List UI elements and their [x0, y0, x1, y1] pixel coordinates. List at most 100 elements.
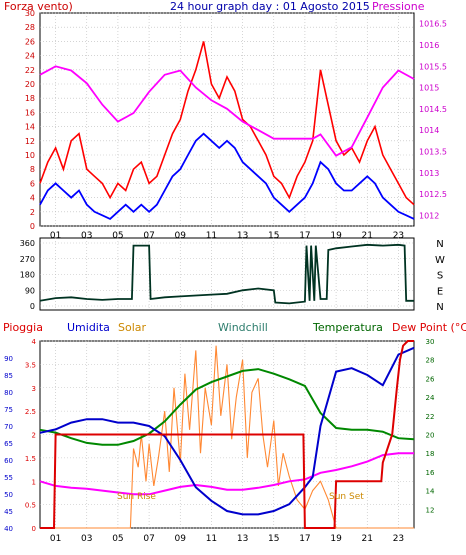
- rain-humidity-temp-panel: Pioggia Umidita Solar Windchill Temperat…: [3, 321, 466, 544]
- series-direzione: [39, 243, 414, 305]
- humidity-axis-ticks: 40 45 50 55 60 65 70 75 80 85 90: [4, 355, 13, 533]
- compass-n-label: N: [436, 239, 443, 250]
- pressure-axis-title: Pressione: [372, 0, 425, 13]
- rain-tick: 3.5: [25, 361, 36, 369]
- legend-dew-point: Dew Point (°C): [392, 321, 466, 334]
- series-umidita: [39, 346, 415, 516]
- legend-windchill: Windchill: [218, 321, 268, 334]
- humidity-tick: 60: [4, 457, 13, 465]
- pressure-tick: 1014.5: [419, 105, 447, 114]
- humidity-tick: 80: [4, 389, 13, 397]
- legend-temperatura: Temperatura: [312, 321, 383, 334]
- wind-speed-tick: 28: [25, 23, 35, 32]
- rain-tick: 2: [32, 432, 36, 440]
- direction-tick: 180: [20, 271, 35, 280]
- direction-plot-frame: [39, 237, 415, 311]
- rain-time-tick: 09: [175, 534, 187, 544]
- rain-time-tick: 11: [206, 534, 217, 544]
- humidity-tick: 50: [4, 491, 13, 499]
- direction-tick: 0: [30, 302, 35, 311]
- humidity-tick: 65: [4, 440, 13, 448]
- wind-time-tick: 21: [362, 231, 373, 241]
- wind-speed-tick: 10: [25, 151, 35, 160]
- pressure-tick: 1015.5: [419, 62, 447, 71]
- legend-solar: Solar: [118, 321, 147, 334]
- pressure-tick: 1016.5: [419, 20, 447, 29]
- wind-time-tick: 23: [393, 231, 404, 241]
- pressure-tick: 1013.5: [419, 147, 447, 156]
- wind-time-tick: 01: [50, 231, 61, 241]
- direction-grid: [40, 238, 414, 310]
- wind-time-tick: 19: [330, 231, 342, 241]
- humidity-tick: 70: [4, 423, 13, 431]
- wind-time-tick: 11: [206, 231, 217, 241]
- series-windchill: [39, 452, 414, 496]
- humidity-tick: 40: [4, 525, 13, 533]
- wind-speed-tick: 4: [30, 194, 35, 203]
- sun-set-label: Sun Set: [329, 492, 364, 502]
- temperature-tick: 20: [426, 432, 435, 440]
- temperature-tick: 14: [426, 488, 435, 496]
- temperature-tick: 30: [426, 338, 435, 346]
- wind-time-tick: 15: [268, 231, 279, 241]
- series-temperatura: [39, 368, 415, 446]
- wind-time-tick: 07: [143, 231, 154, 241]
- wind-time-tick: 09: [175, 231, 187, 241]
- sun-rise-label: Sun Rise: [117, 492, 156, 502]
- temperature-tick: 28: [426, 357, 435, 365]
- wind-speed-tick: 26: [25, 37, 35, 46]
- wind-time-tick: 03: [81, 231, 92, 241]
- pressure-tick: 1015: [419, 84, 439, 93]
- wind-series: [39, 41, 415, 220]
- rain-tick: 4: [32, 338, 37, 346]
- humidity-tick: 55: [4, 474, 13, 482]
- rain-time-axis-ticks: 01 03 05 07 09 11 13 15 17 19 21 23: [50, 534, 404, 544]
- temperature-tick: 16: [426, 469, 435, 477]
- wind-time-tick: 13: [237, 231, 248, 241]
- wind-speed-tick: 14: [25, 123, 35, 132]
- wind-time-tick: 17: [299, 231, 310, 241]
- rain-time-tick: 01: [50, 534, 61, 544]
- direction-tick: 270: [20, 255, 35, 264]
- rain-tick: 1: [32, 478, 36, 486]
- wind-speed-tick: 18: [25, 94, 35, 103]
- temperature-tick: 12: [426, 506, 435, 514]
- rain-time-tick: 07: [143, 534, 154, 544]
- wind-axis-title: Forza vento): [4, 0, 73, 13]
- series-pressione: [39, 65, 415, 157]
- direction-tick: 360: [20, 239, 35, 248]
- humidity-tick: 90: [4, 355, 13, 363]
- rain-tick: 1.5: [25, 455, 36, 463]
- rain-time-tick: 05: [112, 534, 123, 544]
- temperature-tick: 18: [426, 450, 435, 458]
- temperature-tick: 22: [426, 413, 435, 421]
- rain-tick: 0: [32, 525, 36, 533]
- wind-speed-tick: 16: [25, 108, 35, 117]
- rain-tick: 3: [32, 385, 36, 393]
- compass-w-label: W: [435, 255, 445, 266]
- wind-speed-tick: 22: [25, 66, 35, 75]
- pressure-tick: 1012: [419, 211, 439, 220]
- series-wind: [39, 132, 415, 220]
- temperature-axis-ticks: 12 14 16 18 20 22 24 26 28 30: [426, 338, 435, 514]
- direction-tick: 90: [25, 286, 35, 295]
- pressure-tick: 1016: [419, 41, 439, 50]
- rain-time-tick: 17: [299, 534, 310, 544]
- compass-n-label: N: [436, 302, 443, 313]
- humidity-tick: 45: [4, 508, 13, 516]
- pressure-tick: 1013: [419, 169, 439, 178]
- direction-axis-ticks: 0 90 180 270 360: [20, 239, 35, 311]
- wind-speed-tick: 20: [25, 80, 35, 89]
- rain-tick: 2.5: [25, 408, 36, 416]
- direction-series: [39, 243, 414, 305]
- series-solar: [40, 345, 414, 529]
- rain-time-tick: 15: [268, 534, 279, 544]
- legend-umidita: Umidita: [67, 321, 110, 334]
- compass-s-label: S: [437, 271, 443, 282]
- pressure-tick: 1012.5: [419, 190, 447, 199]
